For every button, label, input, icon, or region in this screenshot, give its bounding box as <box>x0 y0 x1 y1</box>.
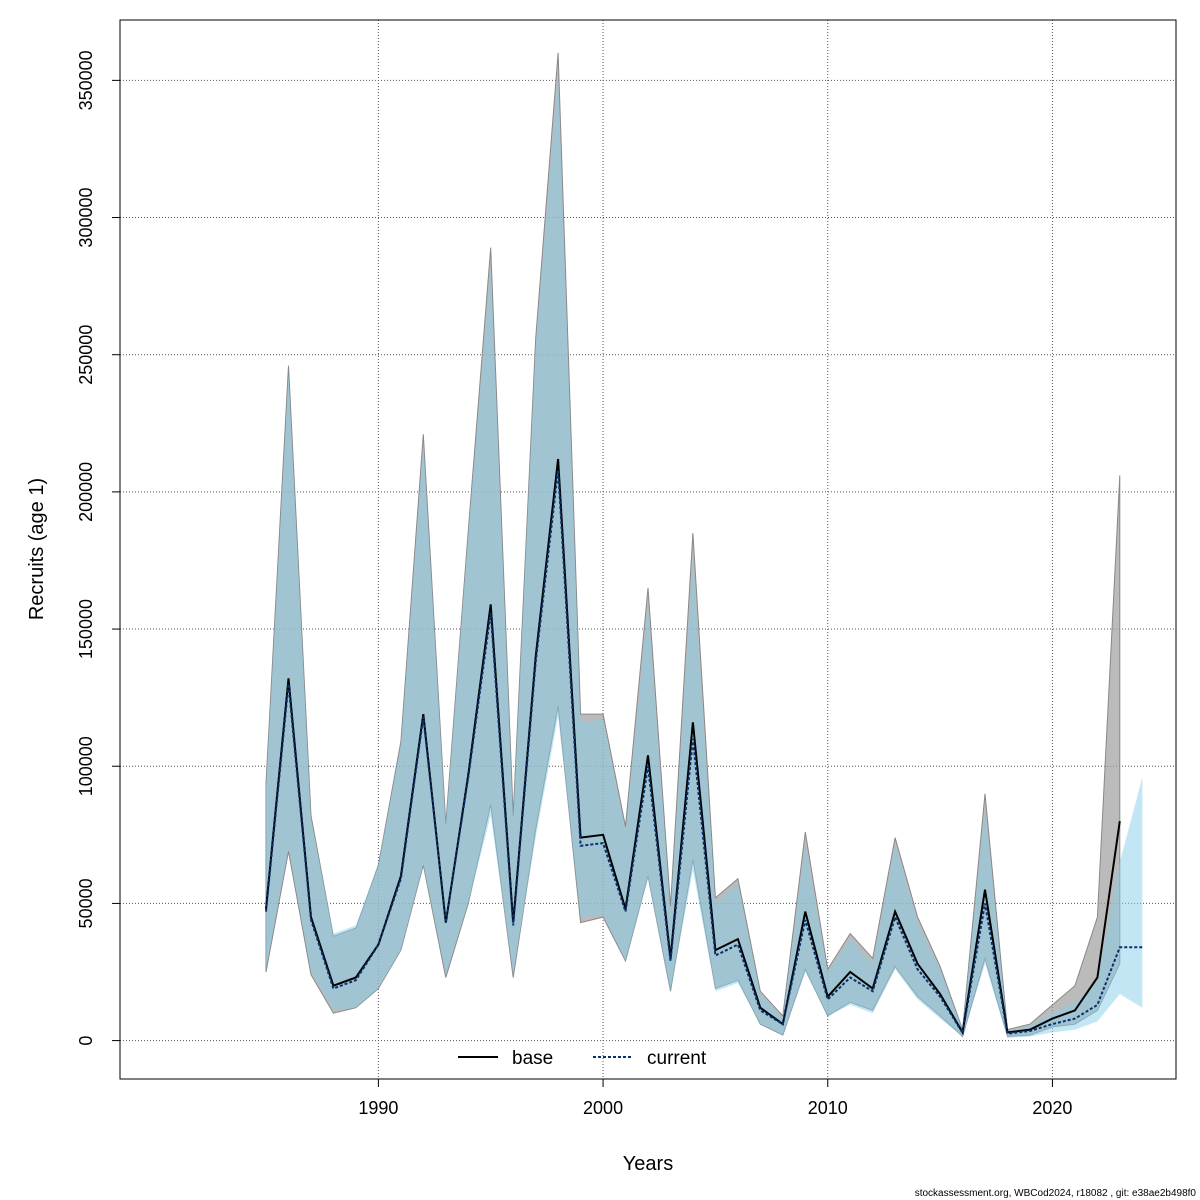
x-axis-title: Years <box>623 1153 673 1175</box>
y-tick-label-350000: 350000 <box>76 50 96 110</box>
y-tick-label-0: 0 <box>76 1036 96 1046</box>
y-tick-label-250000: 250000 <box>76 325 96 385</box>
legend: base current <box>458 1048 707 1069</box>
y-axis-title: Recruits (age 1) <box>26 478 48 620</box>
footer-credit: stockassessment.org, WBCod2024, r18082 ,… <box>915 1188 1197 1199</box>
confidence-bands <box>265 52 1143 1038</box>
confidence-band-current <box>266 74 1143 1038</box>
y-axis-ticks: 0 50000 100000 150000 200000 250000 300000 3500… <box>76 50 120 1046</box>
plot-frame <box>119 19 1177 1080</box>
legend-label-current: current <box>647 1048 707 1069</box>
x-axis-ticks: 1990 2000 2010 2020 <box>358 1079 1072 1118</box>
series-line-current <box>265 469 1143 1036</box>
y-tick-label-150000: 150000 <box>76 599 96 659</box>
x-tick-label-2010: 2010 <box>808 1098 848 1118</box>
x-tick-label-2020: 2020 <box>1032 1098 1072 1118</box>
y-tick-label-300000: 300000 <box>76 187 96 247</box>
y-tick-label-200000: 200000 <box>76 462 96 522</box>
x-tick-label-2000: 2000 <box>583 1098 623 1118</box>
series-lines <box>265 458 1143 1036</box>
y-tick-label-100000: 100000 <box>76 736 96 796</box>
x-tick-label-1990: 1990 <box>358 1098 398 1118</box>
legend-label-base: base <box>512 1048 553 1069</box>
y-tick-label-50000: 50000 <box>76 878 96 928</box>
